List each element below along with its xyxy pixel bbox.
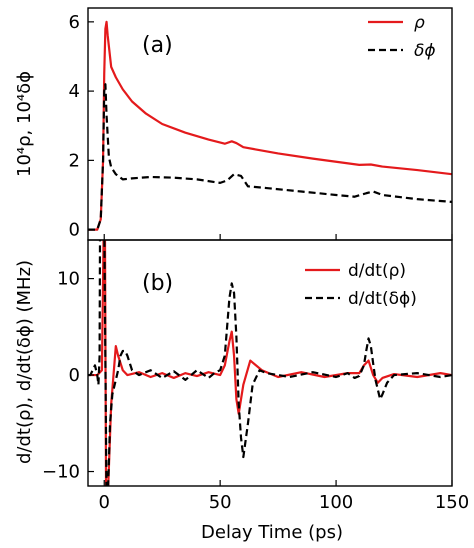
panel-b-y-tick-label: 0 (69, 365, 80, 386)
x-tick-label: 0 (99, 492, 110, 513)
panel-b-y-tick-label: 10 (57, 269, 80, 290)
panel-a-y-tick-label: 4 (69, 81, 80, 102)
panel-a-series-dphi-line (88, 83, 452, 231)
panel-a-series-rho-line (88, 20, 452, 231)
panel-a-y-tick-label: 6 (69, 12, 80, 33)
legend-label-rho: ρ (414, 13, 425, 33)
x-tick-label: 100 (319, 492, 353, 513)
legend-label-drho: d/dt(ρ) (348, 261, 406, 281)
panel-b-ylabel: d/dt(ρ), d/dt(δϕ) (MHz) (14, 260, 35, 464)
panel-b-series-dphi-line (88, 240, 452, 486)
panel-a: 0 2 4 6 (69, 7, 453, 241)
x-axis-label: Delay Time (ps) (201, 522, 343, 543)
panel-b-frame (87, 239, 453, 487)
x-tick-label: 150 (435, 492, 469, 513)
panel-a-legend: ρ δϕ (368, 13, 436, 61)
legend-label-ddphi: d/dt(δϕ) (348, 289, 417, 309)
panel-b-y-tick-label: −10 (42, 462, 80, 483)
panel-a-ylabel: 10⁴ρ, 10⁴δϕ (14, 71, 35, 177)
legend-label-dphi: δϕ (414, 41, 436, 61)
panel-b-label: (b) (142, 271, 173, 296)
panel-a-label: (a) (142, 33, 173, 58)
x-tick-label: 50 (209, 492, 232, 513)
panel-a-y-tick-label: 2 (69, 150, 80, 171)
panel-a-y-tick-label: 0 (69, 220, 80, 241)
panel-b-legend: d/dt(ρ) d/dt(δϕ) (305, 261, 417, 309)
